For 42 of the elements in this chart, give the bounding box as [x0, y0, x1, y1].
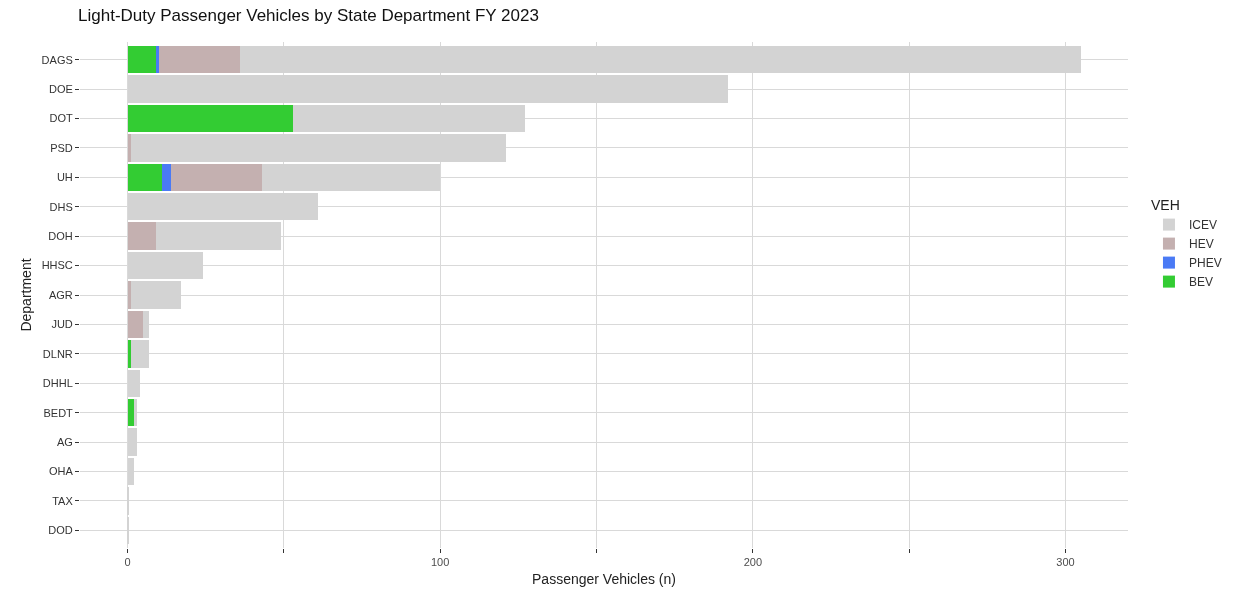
y-tick-label: DOT	[49, 112, 74, 125]
bar	[127, 340, 131, 368]
bar	[127, 281, 131, 309]
y-tick-label: DOE	[48, 82, 73, 95]
bar	[127, 398, 134, 427]
bar	[161, 163, 172, 192]
bar	[158, 45, 241, 74]
x-tick-label: 200	[743, 556, 762, 569]
x-axis-title: Passenger Vehicles (n)	[532, 570, 676, 587]
chart-title: Light-Duty Passenger Vehicles by State Department FY 2023	[78, 5, 539, 25]
y-tick-label: DOH	[48, 230, 73, 243]
y-tick-label: DOD	[48, 524, 73, 537]
y-axis-title: Department	[18, 258, 35, 332]
bar	[127, 45, 156, 74]
y-tick-label: DAGS	[41, 53, 73, 66]
bar	[127, 310, 144, 339]
legend-label: BEV	[1188, 275, 1213, 290]
y-tick-label: OHA	[48, 465, 74, 478]
bar	[127, 163, 162, 192]
y-tick-label: TAX	[52, 494, 74, 507]
bar	[127, 222, 156, 250]
y-tick-label: AGR	[48, 288, 73, 301]
bar	[155, 45, 159, 74]
bar	[171, 163, 262, 192]
legend-label: PHEV	[1188, 256, 1222, 271]
bar	[127, 134, 131, 162]
y-tick-label: BEDT	[43, 406, 74, 419]
y-tick-label: UH	[56, 171, 73, 184]
bar	[127, 104, 294, 133]
legend-label: ICEV	[1188, 218, 1217, 233]
y-tick-label: DLNR	[42, 347, 73, 360]
y-tick-label: JUD	[51, 318, 73, 331]
y-tick-label: HHSC	[41, 259, 73, 272]
legend-title: VEH	[1150, 197, 1180, 214]
y-tick-label: DHHL	[42, 377, 73, 390]
y-tick-label: DHS	[49, 200, 73, 213]
x-tick-label: 0	[124, 556, 131, 569]
y-tick-label: PSD	[50, 141, 73, 154]
x-tick-label: 100	[430, 556, 450, 569]
y-tick-label: AG	[56, 435, 73, 448]
legend-label: HEV	[1188, 237, 1214, 252]
x-tick-label: 300	[1056, 556, 1075, 569]
